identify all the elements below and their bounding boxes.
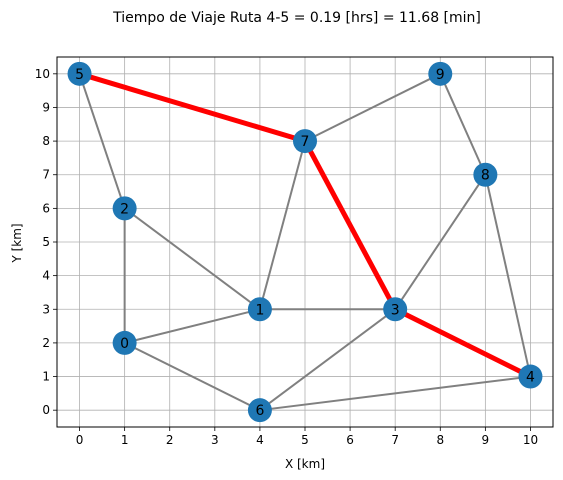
node-7: 7	[293, 129, 317, 154]
grid	[57, 57, 553, 427]
route-path	[78, 71, 532, 379]
y-tick-label: 4	[42, 269, 50, 283]
node-marker	[112, 330, 137, 355]
x-tick-label: 10	[523, 433, 538, 447]
edge-8-3	[394, 174, 487, 310]
node-marker	[293, 129, 317, 154]
node-0: 0	[112, 330, 137, 355]
node-label: 2	[120, 201, 129, 217]
y-axis-label: Y [km]	[10, 223, 24, 263]
y-tick-label: 3	[42, 302, 50, 316]
x-tick-label: 9	[482, 433, 490, 447]
node-2: 2	[112, 196, 137, 221]
y-ticks: 0 1 2 3 4 5 6 7 8 9 10	[35, 67, 57, 417]
node-label: 4	[526, 370, 535, 386]
node-marker	[112, 196, 137, 221]
node-label: 1	[255, 302, 264, 318]
edge-2-1	[124, 207, 261, 311]
x-tick-label: 1	[121, 433, 129, 447]
edge-5-2	[78, 73, 126, 209]
route-edge-4-3	[394, 307, 532, 379]
edge-8-4	[484, 174, 532, 377]
node-marker	[428, 61, 453, 86]
y-tick-label: 10	[35, 67, 50, 81]
node-marker	[383, 297, 408, 322]
node-5: 5	[67, 61, 92, 86]
x-tick-label: 3	[211, 433, 219, 447]
x-tick-label: 5	[301, 433, 309, 447]
node-4: 4	[518, 364, 543, 389]
node-9: 9	[428, 61, 453, 86]
node-marker	[518, 364, 543, 389]
route-edge-3-7	[302, 139, 398, 311]
route-edge-7-5	[78, 71, 306, 144]
edge-0-6	[124, 342, 261, 412]
node-6: 6	[247, 398, 272, 423]
y-tick-label: 5	[42, 235, 50, 249]
x-axis-label: X [km]	[285, 457, 325, 471]
x-tick-label: 4	[256, 433, 264, 447]
edge-7-9	[304, 72, 441, 142]
node-label: 7	[301, 134, 310, 150]
x-tick-label: 8	[436, 433, 444, 447]
x-tick-label: 0	[76, 433, 84, 447]
edge-6-4	[259, 375, 531, 412]
node-1: 1	[247, 297, 272, 322]
x-tick-label: 6	[346, 433, 354, 447]
y-tick-label: 7	[42, 168, 50, 182]
node-marker	[247, 398, 272, 423]
node-label: 6	[255, 403, 264, 419]
node-marker	[67, 61, 92, 86]
node-label: 5	[75, 67, 84, 83]
y-tick-label: 0	[42, 403, 50, 417]
edge-9-8	[439, 73, 487, 176]
edge-1-7	[258, 140, 306, 310]
edge-3-6	[259, 308, 396, 411]
x-tick-label: 7	[391, 433, 399, 447]
y-tick-label: 6	[42, 201, 50, 215]
node-3: 3	[383, 297, 408, 322]
chart-title: Tiempo de Viaje Ruta 4-5 = 0.19 [hrs] = …	[112, 10, 481, 26]
node-marker	[473, 162, 498, 187]
x-ticks: 0 1 2 3 4 5 6 7 8 9 10	[76, 427, 538, 447]
node-label: 0	[120, 336, 129, 352]
edge-0-1	[124, 308, 261, 344]
node-label: 3	[391, 302, 400, 318]
y-tick-label: 9	[42, 100, 50, 114]
x-tick-label: 2	[166, 433, 174, 447]
y-tick-label: 1	[42, 370, 50, 384]
node-marker	[247, 297, 272, 322]
node-label: 8	[481, 168, 490, 184]
node-label: 9	[436, 67, 445, 83]
node-8: 8	[473, 162, 498, 187]
y-tick-label: 2	[42, 336, 50, 350]
y-tick-label: 8	[42, 134, 50, 148]
nodes: 0 1 2 3 4 5 6 7 8 9	[67, 61, 543, 423]
